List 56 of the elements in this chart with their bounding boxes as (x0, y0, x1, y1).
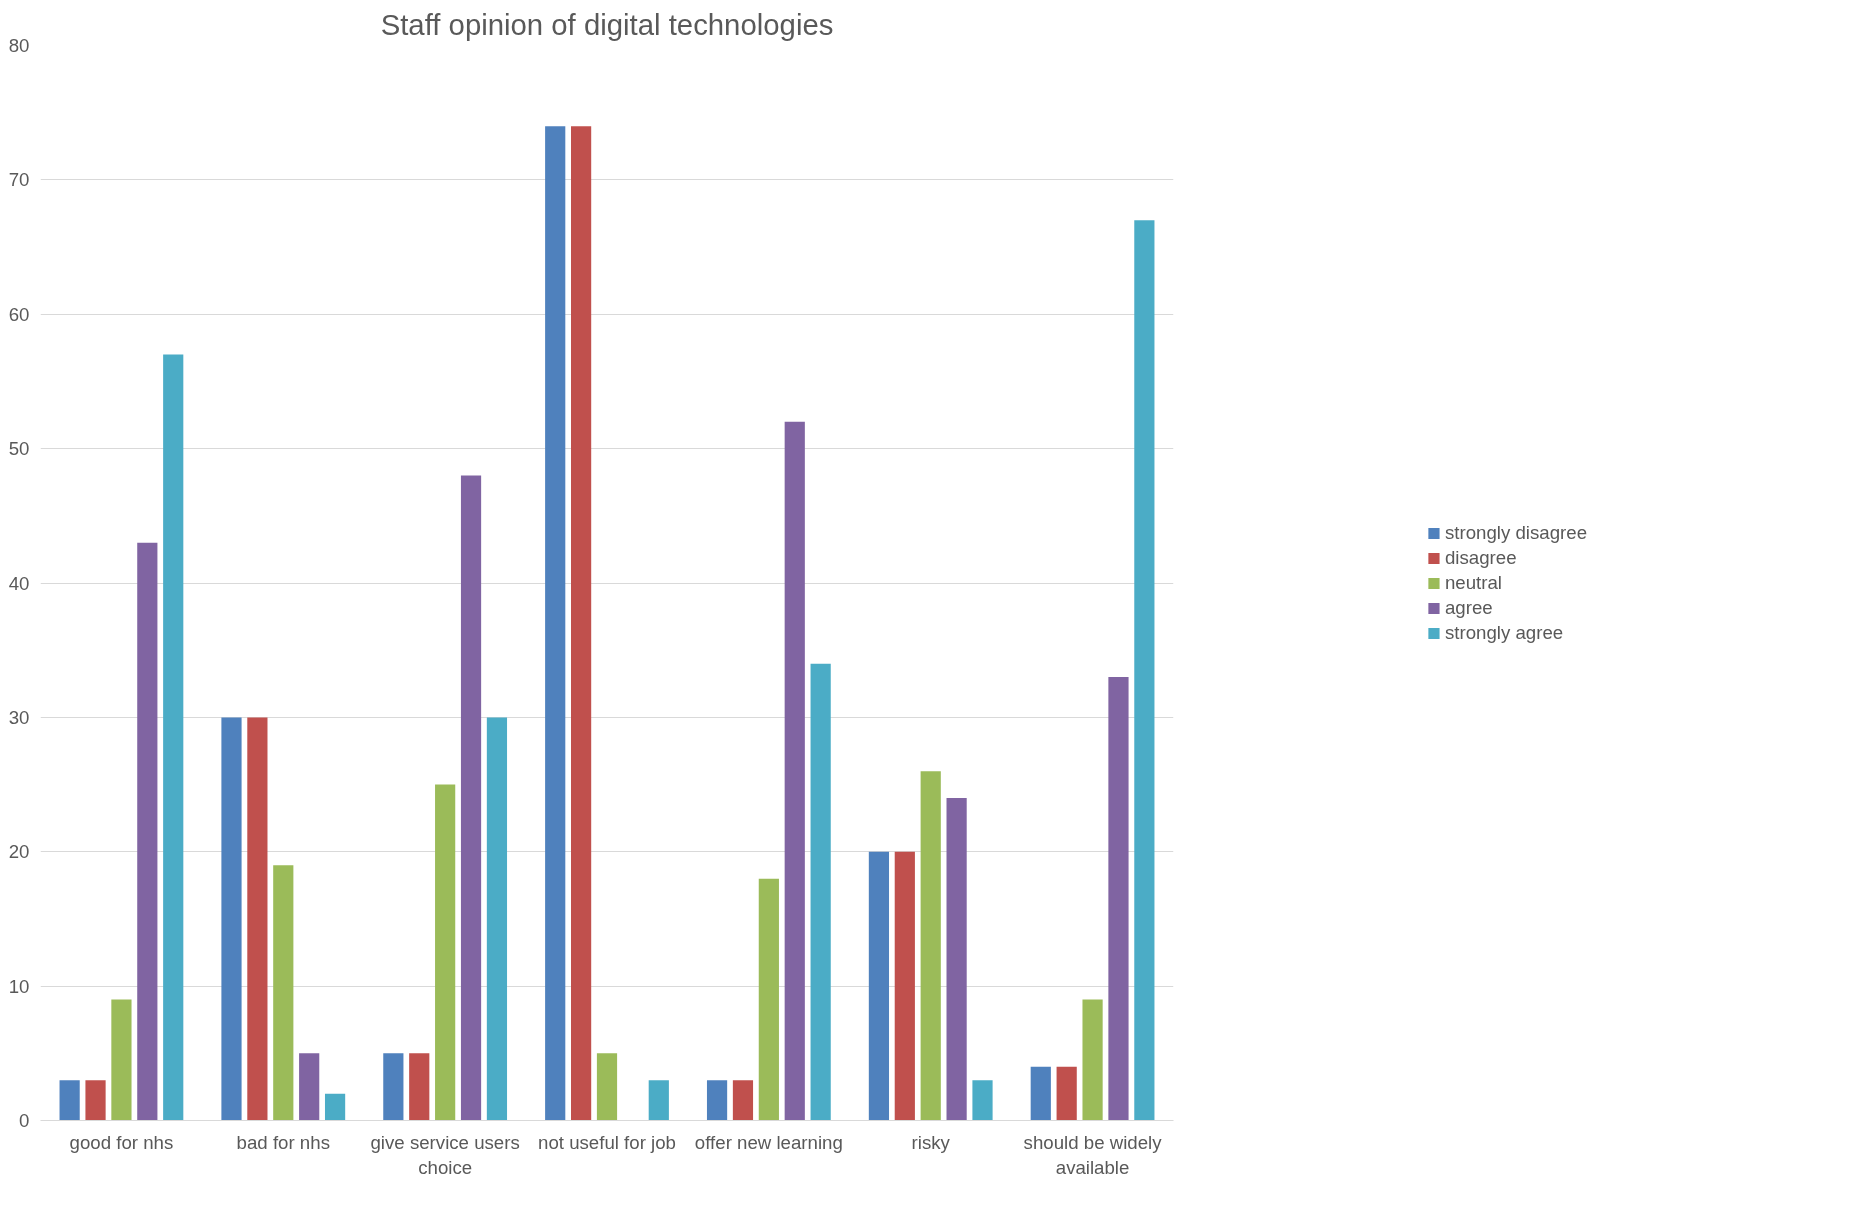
bar (758, 878, 779, 1121)
legend-label: agree (1444, 596, 1493, 619)
bar (1056, 1066, 1077, 1121)
bar (920, 771, 941, 1121)
bar (409, 1053, 430, 1121)
x-tick-label: bad for nhs (236, 1131, 330, 1153)
bar (111, 999, 132, 1121)
bar (221, 717, 242, 1121)
bar (460, 475, 482, 1121)
x-tick-label: good for nhs (69, 1131, 174, 1153)
bar (706, 1080, 728, 1121)
bar (1082, 999, 1103, 1121)
bar (163, 354, 184, 1121)
bar (247, 717, 268, 1121)
bar (946, 798, 967, 1121)
bar (571, 126, 592, 1121)
bar (545, 126, 566, 1121)
bar (486, 717, 508, 1121)
legend-label: disagree (1444, 546, 1517, 569)
bar (324, 1093, 346, 1121)
y-tick-label: 70 (8, 169, 30, 191)
x-tick-label: should be widely available (1023, 1131, 1163, 1178)
bar (894, 851, 915, 1121)
bar (59, 1080, 80, 1121)
bar (299, 1053, 320, 1121)
x-tick-label: not useful for job (538, 1131, 676, 1153)
bar (732, 1080, 754, 1121)
bar (972, 1080, 993, 1121)
bar (868, 851, 890, 1121)
bar (273, 865, 294, 1121)
y-tick-label: 20 (8, 841, 30, 863)
bar (1134, 220, 1155, 1121)
bar (596, 1053, 618, 1121)
legend-label: neutral (1444, 571, 1503, 594)
legend-label: strongly agree (1444, 621, 1564, 644)
bar (648, 1080, 669, 1121)
bar (85, 1080, 106, 1121)
bar (383, 1053, 404, 1121)
x-tick-label: risky (911, 1131, 951, 1153)
bar (435, 784, 456, 1121)
y-tick-label: 0 (19, 1110, 30, 1131)
x-tick-label: offer new learning (694, 1131, 843, 1153)
y-tick-label: 60 (8, 303, 30, 325)
bar (1030, 1066, 1051, 1121)
bar (1108, 677, 1129, 1121)
legend-label: strongly disagree (1444, 521, 1588, 544)
bar (784, 421, 805, 1121)
y-tick-label: 50 (8, 438, 30, 460)
bar (137, 542, 158, 1121)
y-tick-label: 40 (8, 572, 30, 594)
y-tick-label: 10 (8, 975, 30, 997)
x-tick-label: give service users choice (370, 1131, 520, 1178)
chart-title: Staff opinion of digital technologies (380, 7, 834, 41)
y-tick-label: 80 (8, 35, 30, 56)
y-tick-label: 30 (8, 706, 30, 728)
bar (810, 663, 831, 1121)
